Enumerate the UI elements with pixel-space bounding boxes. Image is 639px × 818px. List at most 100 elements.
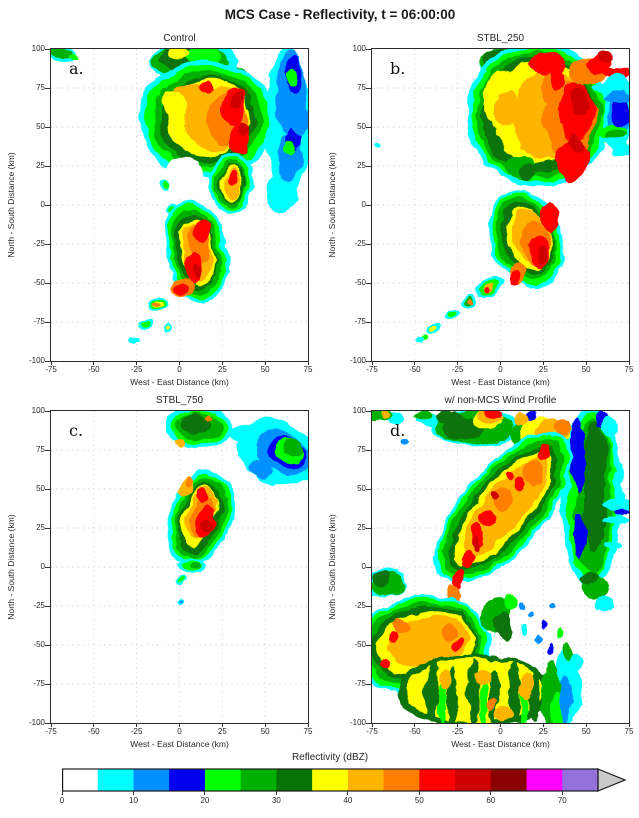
- y-tick-mark: [45, 449, 50, 451]
- y-tick-label: 0: [40, 562, 45, 571]
- y-tick-mark: [366, 605, 371, 607]
- figure-title: MCS Case - Reflectivity, t = 06:00:00: [224, 7, 456, 22]
- x-tick-mark: [93, 723, 95, 727]
- y-tick-label: -50: [33, 640, 45, 649]
- x-tick-mark: [542, 723, 544, 727]
- colorbar-tick-label: 10: [129, 796, 138, 805]
- panel-b-corner-label: b.: [390, 59, 406, 78]
- reflectivity-field-b: [372, 49, 629, 361]
- x-tick-label: -50: [88, 727, 100, 736]
- colorbar-svg: [62, 768, 627, 792]
- x-tick-label: 75: [303, 365, 313, 374]
- colorbar-tick-mark: [61, 791, 63, 795]
- x-tick-label: 25: [217, 727, 227, 736]
- y-tick-label: 50: [357, 484, 366, 493]
- y-tick-label: -100: [28, 356, 45, 365]
- y-tick-mark: [45, 566, 50, 568]
- y-tick-mark: [45, 360, 50, 362]
- x-tick-label: 50: [581, 365, 591, 374]
- y-tick-mark: [366, 204, 371, 206]
- plot-area-non-mcs-wind: d. -75 -50 -25 0 25 50 75 100 75 50 25 0 -25 -50 -75 -1…: [350, 406, 633, 736]
- x-tick-label: -25: [451, 727, 464, 736]
- y-tick-label: 50: [36, 484, 45, 493]
- colorbar-tick-label: 60: [486, 796, 496, 805]
- y-tick-mark: [45, 282, 50, 284]
- colorbar-tick-label: 20: [200, 796, 210, 805]
- y-tick-mark: [45, 165, 50, 167]
- colorbar-tick-label: 70: [557, 796, 567, 805]
- y-tick-mark: [45, 527, 50, 529]
- y-tick-label: 75: [36, 83, 45, 92]
- y-tick-mark: [45, 204, 50, 206]
- x-tick-label: -50: [409, 727, 421, 736]
- y-tick-mark: [45, 321, 50, 323]
- colorbar-tick-label: 40: [343, 796, 353, 805]
- colorbar-label: Reflectivity (dBZ): [291, 752, 369, 763]
- x-tick-mark: [585, 361, 587, 365]
- x-tick-mark: [264, 361, 266, 365]
- x-tick-label: 75: [624, 727, 634, 736]
- x-tick-label: 0: [498, 365, 503, 374]
- plot-area-control: a. -75 -50 -25 0 25 50 75 100 75 50 25 0 -25 -50 -75 -1…: [29, 44, 312, 374]
- x-tick-mark: [414, 361, 416, 365]
- y-tick-label: -100: [349, 718, 366, 727]
- x-tick-mark: [585, 723, 587, 727]
- y-tick-label: -100: [349, 356, 366, 365]
- y-tick-label: 25: [357, 161, 366, 170]
- y-tick-label: -25: [354, 239, 366, 248]
- x-tick-mark: [457, 723, 459, 727]
- colorbar-tick-mark: [275, 791, 277, 795]
- y-tick-label: -25: [33, 601, 45, 610]
- reflectivity-field-d: [372, 411, 629, 723]
- colorbar: [62, 768, 628, 792]
- colorbar-tick-label: 50: [414, 796, 424, 805]
- y-tick-mark: [366, 126, 371, 128]
- reflectivity-field-a: [51, 49, 308, 361]
- x-tick-label: 25: [538, 727, 548, 736]
- x-tick-label: 0: [498, 727, 503, 736]
- reflectivity-field-c: [51, 411, 308, 723]
- x-tick-mark: [307, 361, 309, 365]
- y-tick-label: -100: [28, 718, 45, 727]
- y-tick-mark: [366, 566, 371, 568]
- y-tick-mark: [366, 722, 371, 724]
- y-tick-mark: [366, 644, 371, 646]
- colorbar-tick-mark: [132, 791, 134, 795]
- colorbar-tick-mark: [418, 791, 420, 795]
- x-tick-label: 75: [303, 727, 313, 736]
- colorbar-tick-label: 0: [59, 796, 65, 805]
- y-tick-label: 75: [36, 445, 45, 454]
- x-tick-label: 50: [260, 727, 270, 736]
- x-tick-label: 0: [177, 365, 182, 374]
- y-tick-mark: [45, 644, 50, 646]
- y-tick-mark: [45, 488, 50, 490]
- x-tick-mark: [542, 361, 544, 365]
- plot-area-stbl-750: c. -75 -50 -25 0 25 50 75 100 75 50 25 0 -25 -50 -75 -1…: [29, 406, 312, 736]
- x-tick-mark: [628, 723, 630, 727]
- x-tick-label: -25: [130, 365, 143, 374]
- y-tick-mark: [45, 243, 50, 245]
- y-tick-label: -50: [354, 640, 366, 649]
- y-tick-label: -75: [33, 317, 45, 326]
- y-tick-label: -25: [354, 601, 366, 610]
- y-tick-mark: [366, 449, 371, 451]
- x-axis-label: West - East Distance (km): [451, 377, 550, 387]
- x-axis-label: West - East Distance (km): [130, 377, 229, 387]
- x-tick-mark: [136, 361, 138, 365]
- y-tick-mark: [366, 360, 371, 362]
- y-tick-mark: [366, 410, 371, 412]
- panel-d-corner-label: d.: [390, 421, 406, 440]
- x-tick-mark: [371, 361, 373, 365]
- x-tick-label: 50: [260, 365, 270, 374]
- x-tick-label: 25: [538, 365, 548, 374]
- x-tick-mark: [50, 723, 52, 727]
- y-tick-label: 100: [352, 44, 366, 53]
- x-tick-mark: [500, 723, 501, 727]
- panel-a-corner-label: a.: [69, 59, 84, 78]
- y-tick-label: 25: [36, 161, 45, 170]
- x-tick-mark: [457, 361, 459, 365]
- y-tick-label: 0: [40, 200, 45, 209]
- x-tick-mark: [264, 723, 266, 727]
- y-tick-label: -50: [354, 278, 366, 287]
